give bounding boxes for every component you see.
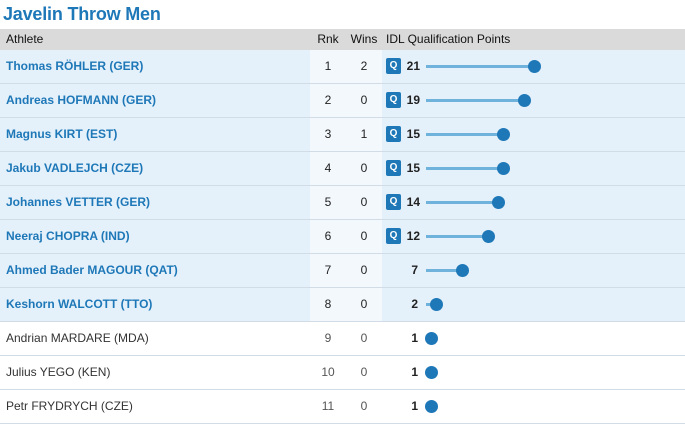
wins-value: 0 <box>360 399 368 413</box>
athlete-name[interactable]: Keshorn WALCOTT (TTO) <box>6 297 153 311</box>
rank-wins-cell-bg <box>310 84 382 117</box>
table-row[interactable]: Keshorn WALCOTT (TTO) 8 0 2 <box>0 288 685 322</box>
athlete-name[interactable]: Magnus KIRT (EST) <box>6 127 118 141</box>
qualified-badge: Q <box>386 58 401 74</box>
table-row[interactable]: Neeraj CHOPRA (IND) 6 0 Q 12 <box>0 220 685 254</box>
rank-value: 8 <box>324 297 332 311</box>
points-value: 1 <box>411 399 418 413</box>
header-points[interactable]: IDL Qualification Points <box>386 32 511 46</box>
points-value: 1 <box>411 365 418 379</box>
rank-value: 11 <box>321 399 335 413</box>
points-bar <box>426 167 503 170</box>
points-value: 2 <box>411 297 418 311</box>
athlete-name[interactable]: Johannes VETTER (GER) <box>6 195 151 209</box>
points-bar <box>426 65 534 68</box>
rank-wins-cell-bg <box>310 152 382 185</box>
wins-value: 0 <box>360 331 368 345</box>
athlete-name: Petr FRYDRYCH (CZE) <box>6 399 133 413</box>
athlete-name[interactable]: Neeraj CHOPRA (IND) <box>6 229 130 243</box>
header-wins[interactable]: Wins <box>350 32 378 46</box>
points-bar-end-dot <box>518 94 531 107</box>
points-value: 7 <box>411 263 418 277</box>
points-bar-end-dot <box>425 400 438 413</box>
qualified-badge: Q <box>386 92 401 108</box>
points-bar-end-dot <box>430 298 443 311</box>
qualified-badge: Q <box>386 126 401 142</box>
wins-value: 2 <box>360 59 368 73</box>
qualified-badge: Q <box>386 160 401 176</box>
page-title: Javelin Throw Men <box>3 4 161 24</box>
points-value: 21 <box>406 59 420 73</box>
rank-value: 7 <box>324 263 332 277</box>
table-row[interactable]: Johannes VETTER (GER) 5 0 Q 14 <box>0 186 685 220</box>
rank-value: 5 <box>324 195 332 209</box>
rank-value: 10 <box>321 365 335 379</box>
points-value: 15 <box>406 127 420 141</box>
rank-value: 6 <box>324 229 332 243</box>
wins-value: 0 <box>360 195 368 209</box>
athlete-name: Julius YEGO (KEN) <box>6 365 111 379</box>
points-bar-end-dot <box>497 162 510 175</box>
points-value: 1 <box>411 331 418 345</box>
qualified-badge: Q <box>386 228 401 244</box>
points-bar-end-dot <box>528 60 541 73</box>
rank-wins-cell-bg <box>310 118 382 151</box>
points-bar <box>426 235 488 238</box>
rank-value: 9 <box>324 331 332 345</box>
rank-wins-cell-bg <box>310 288 382 321</box>
athlete-name[interactable]: Jakub VADLEJCH (CZE) <box>6 161 144 175</box>
rank-wins-cell-bg <box>310 220 382 253</box>
wins-value: 0 <box>360 229 368 243</box>
rank-value: 2 <box>324 93 332 107</box>
table-row[interactable]: Petr FRYDRYCH (CZE) 11 0 1 <box>0 390 685 424</box>
athlete-name[interactable]: Thomas RÖHLER (GER) <box>6 59 144 73</box>
wins-value: 0 <box>360 161 368 175</box>
athlete-name[interactable]: Andreas HOFMANN (GER) <box>6 93 157 107</box>
table-row[interactable]: Andrian MARDARE (MDA) 9 0 1 <box>0 322 685 356</box>
rank-wins-cell-bg <box>310 50 382 83</box>
table-row[interactable]: Andreas HOFMANN (GER) 2 0 Q 19 <box>0 84 685 118</box>
points-value: 12 <box>406 229 420 243</box>
table-header: Athlete Rnk Wins IDL Qualification Point… <box>0 29 685 50</box>
points-value: 15 <box>406 161 420 175</box>
table-row[interactable]: Ahmed Bader MAGOUR (QAT) 7 0 7 <box>0 254 685 288</box>
wins-value: 0 <box>360 297 368 311</box>
points-bar-end-dot <box>456 264 469 277</box>
wins-value: 0 <box>360 365 368 379</box>
rank-wins-cell-bg <box>310 254 382 287</box>
athlete-name: Andrian MARDARE (MDA) <box>6 331 149 345</box>
qualified-badge: Q <box>386 194 401 210</box>
header-athlete[interactable]: Athlete <box>6 32 44 46</box>
points-bar <box>426 201 498 204</box>
points-bar <box>426 99 524 102</box>
points-bar-end-dot <box>482 230 495 243</box>
rank-wins-cell-bg <box>310 186 382 219</box>
points-bar <box>426 133 503 136</box>
points-bar <box>426 269 462 272</box>
rank-value: 3 <box>324 127 332 141</box>
rank-value: 1 <box>324 59 332 73</box>
table-row[interactable]: Julius YEGO (KEN) 10 0 1 <box>0 356 685 390</box>
table-row[interactable]: Magnus KIRT (EST) 3 1 Q 15 <box>0 118 685 152</box>
points-value: 19 <box>406 93 420 107</box>
rank-value: 4 <box>324 161 332 175</box>
table-body: Thomas RÖHLER (GER) 1 2 Q 21 Andreas HOFMANN … <box>0 50 685 424</box>
points-bar-end-dot <box>425 366 438 379</box>
table-row[interactable]: Jakub VADLEJCH (CZE) 4 0 Q 15 <box>0 152 685 186</box>
points-value: 14 <box>406 195 420 209</box>
header-rank[interactable]: Rnk <box>317 32 339 46</box>
wins-value: 0 <box>360 93 368 107</box>
standings-table: Athlete Rnk Wins IDL Qualification Point… <box>0 29 685 424</box>
wins-value: 0 <box>360 263 368 277</box>
wins-value: 1 <box>360 127 368 141</box>
athlete-name[interactable]: Ahmed Bader MAGOUR (QAT) <box>6 263 178 277</box>
table-row[interactable]: Thomas RÖHLER (GER) 1 2 Q 21 <box>0 50 685 84</box>
points-bar-end-dot <box>497 128 510 141</box>
points-bar-end-dot <box>492 196 505 209</box>
points-bar-end-dot <box>425 332 438 345</box>
